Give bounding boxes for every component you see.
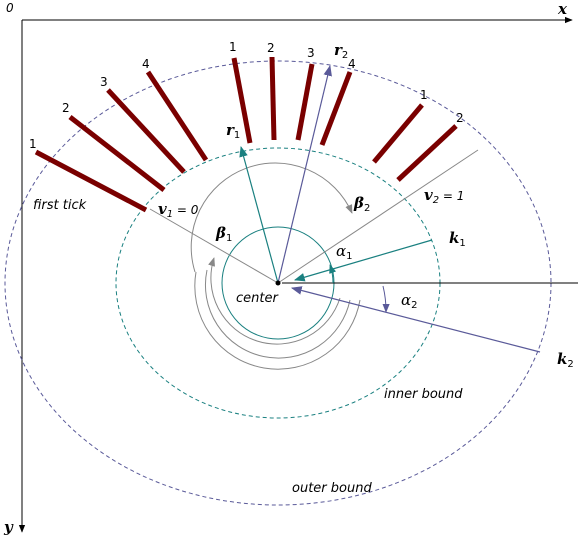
r2-vector: [277, 64, 332, 284]
center-label: center: [236, 291, 279, 306]
origin-label: 0: [6, 1, 14, 15]
k2-vector: [290, 286, 541, 353]
y-axis-label: y: [3, 518, 14, 536]
k1-label: k1: [449, 229, 466, 249]
tick-label-4b: 4: [348, 57, 356, 71]
tick-4a: [145, 70, 209, 162]
tick-4b: [319, 71, 353, 146]
tick-label-2a: 2: [62, 101, 70, 115]
beta-arcs: [190, 162, 361, 370]
alpha2-arc: [382, 285, 390, 313]
k2-label: k2: [557, 350, 574, 370]
beta2-arc: [190, 162, 353, 273]
alpha1-arc: [329, 264, 337, 284]
ray-v1: [149, 208, 279, 284]
tick-1a: [34, 149, 148, 213]
r1-vector: [239, 145, 279, 284]
tick-label-2-1: 1: [420, 88, 428, 102]
center-point: [275, 280, 281, 286]
v2-label: v2 = 1: [424, 186, 464, 206]
tick-labels: 1 2 3 4 1 2 3 4 1 2: [29, 40, 464, 151]
alpha1-label: α1: [336, 242, 353, 262]
tick-label-2b: 2: [267, 41, 275, 55]
alpha2-label: α2: [401, 291, 418, 311]
v1-label: v1 = 0: [158, 200, 199, 220]
ray-v2: [277, 149, 479, 284]
beta2-label: β2: [353, 194, 370, 214]
tick-2-1: [372, 103, 424, 164]
beta1-label: β1: [215, 224, 232, 244]
tick-label-1b: 1: [229, 40, 237, 54]
beta2-arc-outer: [194, 271, 361, 370]
tick-label-2-2: 2: [456, 111, 464, 125]
beta1-arc-outer: [204, 269, 351, 359]
outer-bound-label: outer bound: [292, 481, 372, 496]
scale2-ticks: [372, 103, 458, 182]
beta1-arc-inner: [208, 257, 341, 345]
tick-label-3b: 3: [307, 46, 315, 60]
tick-2b: [269, 56, 277, 141]
tick-3a: [106, 88, 186, 174]
r1-label: r1: [226, 121, 240, 141]
scale1-ticks: [34, 56, 353, 213]
tick-1b: [231, 57, 253, 144]
x-axis-label: x: [557, 0, 568, 18]
tick-label-3a: 3: [100, 75, 108, 89]
tick-3b: [295, 63, 315, 141]
tick-2a: [68, 115, 166, 192]
tick-label-1a: 1: [29, 137, 37, 151]
r2-label: r2: [334, 41, 348, 61]
inner-bound-label: inner bound: [384, 387, 463, 402]
tick-2-2: [396, 124, 458, 182]
k1-vector: [293, 239, 433, 282]
first-tick-label: first tick: [33, 198, 87, 213]
tick-label-4a: 4: [142, 57, 150, 71]
